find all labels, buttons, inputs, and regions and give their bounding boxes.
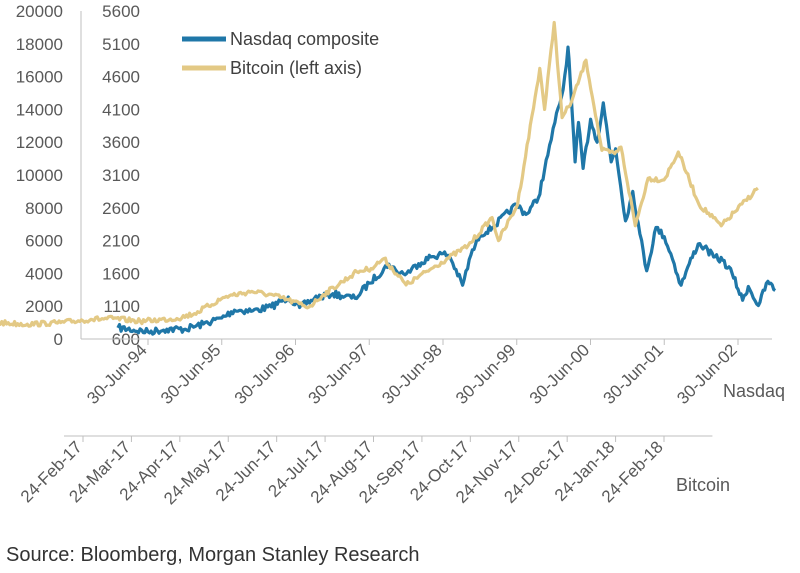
source-note: Source: Bloomberg, Morgan Stanley Resear… xyxy=(6,544,420,566)
y-left-tick-label: 0 xyxy=(54,330,63,349)
y-left-tick-label: 16000 xyxy=(16,68,63,87)
series-layer xyxy=(0,20,777,336)
y-left-tick-label: 6000 xyxy=(25,232,63,251)
series-line-bitcoin xyxy=(0,20,759,328)
nasdaq-x-tick-label: 30-Jun-00 xyxy=(526,340,594,408)
bitcoin-axis-title: Bitcoin xyxy=(676,475,730,495)
legend-label-nasdaq: Nasdaq composite xyxy=(230,29,379,49)
legend-label-bitcoin: Bitcoin (left axis) xyxy=(230,58,362,78)
nasdaq-x-tick-label: 30-Jun-01 xyxy=(600,340,668,408)
y-right-tick-label: 2600 xyxy=(102,199,140,218)
nasdaq-axis-title: Nasdaq xyxy=(723,381,785,401)
y-right-tick-label: 3600 xyxy=(102,133,140,152)
y-left-tick-label: 20000 xyxy=(16,2,63,21)
y-right-tick-label: 2100 xyxy=(102,232,140,251)
y-left-tick-label: 10000 xyxy=(16,166,63,185)
series-line-nasdaq xyxy=(116,45,777,336)
y-right-tick-label: 3100 xyxy=(102,166,140,185)
y-left-tick-label: 8000 xyxy=(25,199,63,218)
y-left-tick-label: 2000 xyxy=(25,297,63,316)
y-right-tick-label: 1100 xyxy=(103,297,140,316)
y-right-tick-label: 4600 xyxy=(102,68,140,87)
nasdaq-x-tick-label: 30-Jun-94 xyxy=(83,340,151,408)
nasdaq-x-tick-label: 30-Jun-97 xyxy=(305,340,373,408)
y-right-tick-label: 5600 xyxy=(102,2,140,21)
nasdaq-x-tick-label: 30-Jun-99 xyxy=(452,340,520,408)
y-left-tick-label: 18000 xyxy=(16,35,63,54)
nasdaq-x-tick-label: 30-Jun-95 xyxy=(157,340,225,408)
y-left-tick-label: 12000 xyxy=(16,133,63,152)
y-left-tick-label: 4000 xyxy=(25,264,63,283)
legend: Nasdaq composite Bitcoin (left axis) xyxy=(182,29,379,78)
y-left-tick-label: 14000 xyxy=(16,100,63,119)
nasdaq-x-tick-label: 30-Jun-96 xyxy=(231,340,299,408)
y-right-tick-label: 1600 xyxy=(102,264,140,283)
nasdaq-x-tick-label: 30-Jun-98 xyxy=(378,340,446,408)
y-right-tick-label: 4100 xyxy=(102,100,140,119)
y-right-tick-label: 5100 xyxy=(102,35,140,54)
